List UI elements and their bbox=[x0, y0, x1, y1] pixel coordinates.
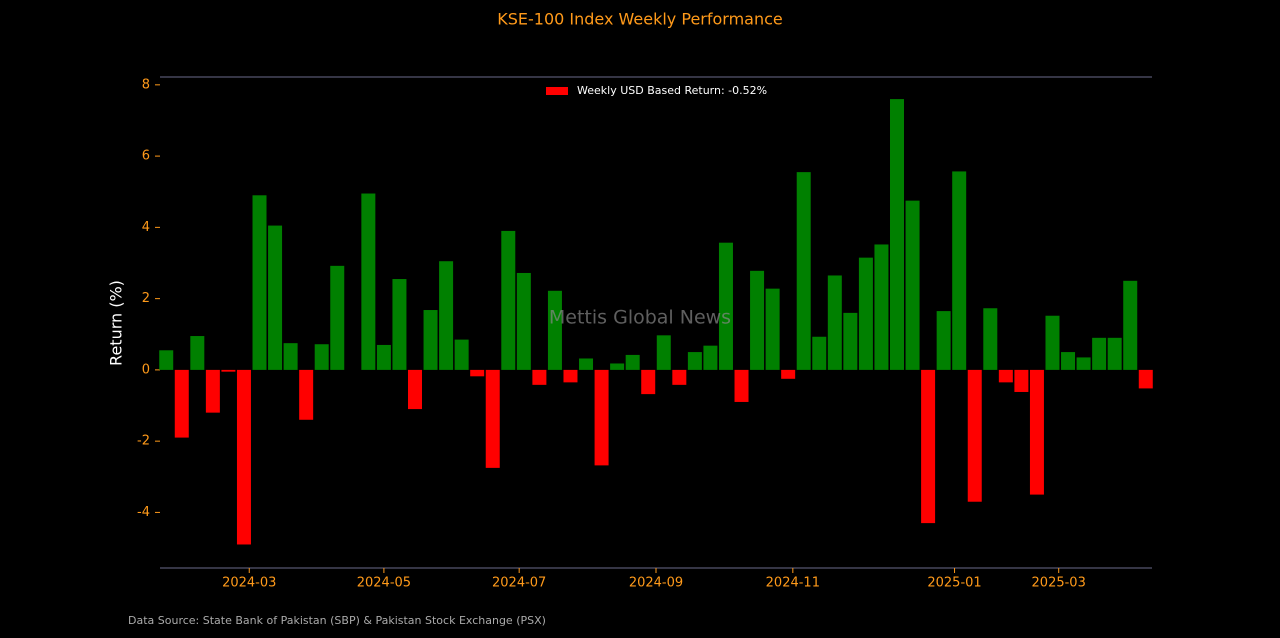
y-tick-label: 6 bbox=[142, 149, 150, 164]
bar bbox=[314, 344, 329, 370]
bar bbox=[641, 369, 656, 395]
bar bbox=[190, 336, 205, 370]
bar bbox=[392, 279, 407, 370]
bar bbox=[579, 358, 594, 370]
bar bbox=[439, 261, 454, 370]
bar bbox=[952, 171, 967, 370]
bar bbox=[563, 369, 578, 383]
bar bbox=[252, 195, 267, 370]
bar bbox=[827, 275, 842, 370]
bar bbox=[516, 272, 531, 370]
bar bbox=[967, 369, 982, 502]
bar bbox=[376, 344, 391, 370]
bar bbox=[765, 288, 780, 370]
bar bbox=[625, 354, 640, 370]
bar bbox=[610, 363, 625, 370]
bar bbox=[874, 244, 889, 370]
bar bbox=[1107, 337, 1122, 370]
bar bbox=[750, 270, 765, 370]
bar bbox=[268, 225, 283, 370]
bar bbox=[408, 369, 422, 410]
bar bbox=[159, 350, 174, 370]
bar bbox=[703, 345, 718, 370]
y-tick-label: 0 bbox=[142, 362, 150, 377]
x-tick-label: 2024-11 bbox=[766, 576, 820, 591]
bar bbox=[485, 369, 500, 468]
bar bbox=[734, 369, 749, 402]
bar bbox=[843, 312, 858, 370]
y-tick-label: -2 bbox=[137, 434, 150, 449]
bar bbox=[687, 352, 702, 370]
bar bbox=[221, 369, 236, 372]
bar bbox=[547, 290, 562, 370]
y-tick-label: 2 bbox=[142, 291, 150, 306]
bar bbox=[921, 369, 936, 524]
bar bbox=[998, 369, 1013, 383]
y-tick-label: -4 bbox=[137, 505, 150, 520]
bar bbox=[858, 257, 873, 370]
source-note: Data Source: State Bank of Pakistan (SBP… bbox=[128, 614, 546, 627]
bar bbox=[890, 99, 904, 370]
bar bbox=[236, 369, 251, 545]
bar bbox=[796, 172, 811, 370]
y-axis-label: Return (%) bbox=[107, 280, 126, 366]
y-tick-label: 8 bbox=[142, 77, 150, 92]
bar bbox=[905, 200, 920, 370]
bar bbox=[781, 369, 796, 379]
watermark: Mettis Global News bbox=[549, 307, 731, 329]
bar bbox=[1029, 369, 1044, 495]
bar bbox=[656, 335, 671, 370]
bar bbox=[470, 369, 485, 377]
x-tick-label: 2024-03 bbox=[222, 576, 276, 591]
legend-swatch bbox=[546, 87, 568, 95]
x-tick-label: 2025-01 bbox=[927, 576, 981, 591]
bar bbox=[174, 369, 189, 438]
bar bbox=[1123, 280, 1138, 370]
x-tick-label: 2024-07 bbox=[492, 576, 546, 591]
bar bbox=[1061, 352, 1076, 370]
bar bbox=[1076, 357, 1091, 370]
bar bbox=[718, 242, 733, 370]
x-tick-label: 2024-05 bbox=[357, 576, 411, 591]
bar bbox=[299, 369, 314, 420]
bar bbox=[672, 369, 687, 385]
bar bbox=[1092, 337, 1107, 370]
bar bbox=[423, 310, 438, 370]
bar bbox=[983, 308, 998, 370]
bar bbox=[205, 369, 220, 413]
legend-label: Weekly USD Based Return: -0.52% bbox=[577, 84, 767, 97]
bar bbox=[812, 336, 827, 370]
y-tick-label: 4 bbox=[142, 220, 150, 235]
x-tick-label: 2025-03 bbox=[1032, 576, 1086, 591]
bar bbox=[1045, 315, 1060, 370]
bar bbox=[361, 193, 376, 370]
bar bbox=[1014, 369, 1029, 392]
bar bbox=[454, 339, 469, 370]
chart-title: KSE-100 Index Weekly Performance bbox=[497, 10, 783, 29]
bar bbox=[594, 369, 609, 466]
bar bbox=[1138, 369, 1153, 389]
bar bbox=[283, 343, 298, 370]
bar bbox=[330, 265, 345, 370]
bar bbox=[501, 230, 516, 370]
bar bbox=[532, 369, 547, 385]
x-tick-label: 2024-09 bbox=[629, 576, 683, 591]
bar bbox=[936, 311, 951, 370]
